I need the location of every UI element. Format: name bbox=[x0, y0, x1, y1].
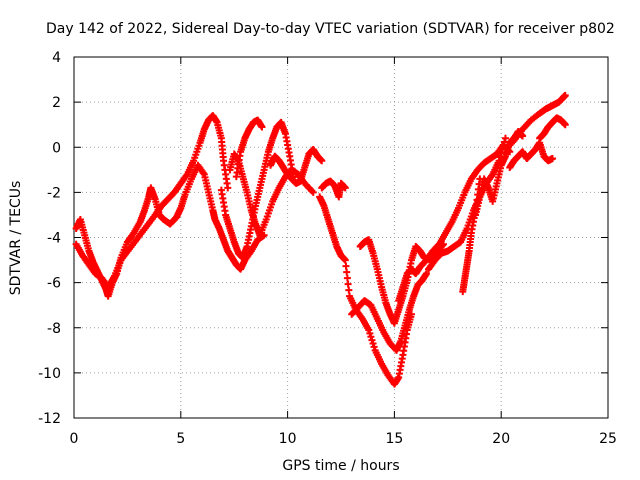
data-point bbox=[224, 184, 232, 192]
x-tick-label: 0 bbox=[70, 431, 79, 447]
y-tick-labels: -12 -10 -8 -6 -4 -2 0 2 4 bbox=[38, 50, 61, 427]
data-point bbox=[318, 157, 326, 165]
data-point bbox=[368, 336, 376, 344]
series-track-16 bbox=[501, 91, 569, 154]
data-point bbox=[370, 343, 378, 351]
x-tick-label: 20 bbox=[492, 431, 510, 447]
y-tick-label: 0 bbox=[52, 140, 61, 156]
x-tick-labels: 0 5 10 15 20 25 bbox=[70, 431, 617, 447]
series-track-17 bbox=[536, 114, 569, 142]
data-point bbox=[341, 256, 349, 264]
y-tick-label: -4 bbox=[47, 231, 61, 247]
y-tick-label: -8 bbox=[47, 321, 61, 337]
data-point bbox=[365, 326, 373, 334]
data-point bbox=[343, 268, 351, 276]
data-point bbox=[501, 134, 509, 142]
chart-title: Day 142 of 2022, Sidereal Day-to-day VTE… bbox=[46, 21, 615, 37]
y-tick-label: 4 bbox=[52, 50, 61, 66]
y-axis-label: SDTVAR / TECUs bbox=[8, 181, 24, 296]
x-axis-label: GPS time / hours bbox=[282, 458, 399, 474]
data-point bbox=[548, 155, 556, 163]
y-tick-label: -10 bbox=[38, 366, 61, 382]
series-track-15 bbox=[506, 139, 556, 172]
series-track-7 bbox=[318, 177, 349, 201]
grid bbox=[74, 57, 608, 418]
data-point bbox=[366, 329, 374, 337]
series-track-9 bbox=[348, 270, 430, 354]
series-track-2 bbox=[72, 112, 232, 291]
data-point bbox=[561, 91, 569, 99]
data-point bbox=[345, 286, 353, 294]
axis-ticks bbox=[73, 56, 609, 419]
data-point bbox=[369, 340, 377, 348]
data-point bbox=[561, 121, 569, 129]
data-point bbox=[367, 333, 375, 341]
data-point bbox=[342, 262, 350, 270]
y-tick-label: -12 bbox=[38, 411, 61, 427]
y-tick-label: -2 bbox=[47, 185, 61, 201]
series-track-4 bbox=[217, 118, 298, 262]
x-tick-label: 5 bbox=[176, 431, 185, 447]
y-tick-label: -6 bbox=[47, 276, 61, 292]
data-point bbox=[344, 280, 352, 288]
data-point bbox=[309, 188, 317, 196]
x-tick-label: 15 bbox=[385, 431, 403, 447]
y-tick-label: 2 bbox=[52, 95, 61, 111]
data-points bbox=[72, 91, 569, 388]
data-point bbox=[422, 270, 430, 278]
series-track-6 bbox=[267, 146, 326, 187]
data-point bbox=[258, 123, 266, 131]
data-point bbox=[343, 274, 351, 282]
x-tick-label: 25 bbox=[599, 431, 617, 447]
series-track-14 bbox=[472, 127, 527, 219]
data-point bbox=[341, 184, 349, 192]
x-tick-label: 10 bbox=[279, 431, 297, 447]
series-track-5 bbox=[232, 116, 266, 181]
